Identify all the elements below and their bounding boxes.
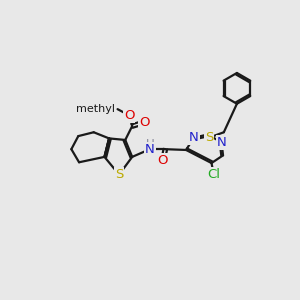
Text: O: O [158, 154, 168, 167]
Text: O: O [124, 109, 134, 122]
Text: S: S [115, 168, 123, 181]
Text: S: S [205, 131, 213, 144]
Text: O: O [139, 116, 150, 129]
Text: N: N [145, 143, 155, 156]
Text: Cl: Cl [207, 168, 220, 181]
Text: H: H [146, 138, 154, 151]
Text: N: N [189, 131, 199, 144]
Text: N: N [217, 136, 226, 149]
Text: methyl: methyl [76, 104, 115, 114]
